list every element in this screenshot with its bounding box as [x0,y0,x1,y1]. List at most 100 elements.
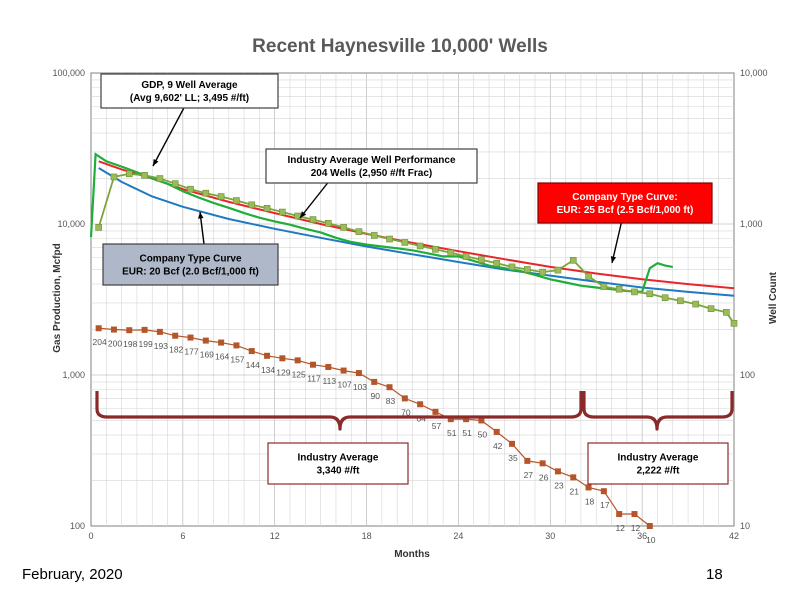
gdp-point [95,224,102,231]
bracket-industry-2222 [582,391,734,431]
well-count-point [539,460,546,467]
well-count-point [248,348,255,355]
well-count-point [631,511,638,518]
industry-average-3340-label-line2: 3,340 #/ft [317,466,360,477]
company-type-curve-20-label: Company Type Curve EUR: 20 Bcf (2.0 Bcf/1… [102,243,279,286]
x-tick-label: 30 [545,531,555,541]
x-tick-label: 0 [88,531,93,541]
gdp-point [524,266,531,273]
gdp-point [355,228,363,235]
gdp-label-box-line1: GDP, 9 Well Average [141,80,238,91]
well-count-label: 204 [93,337,107,347]
gdp-point [248,201,256,209]
well-count-point [141,326,148,333]
gdp-point [141,172,148,179]
industry-average-2222-label-line2: 2,222 #/ft [637,466,680,477]
gdp-point [309,216,317,223]
gdp-arrow-head [153,159,159,166]
gdp-point [600,283,608,290]
well-count-point [554,468,561,475]
industry-average-2222-label: Industry Average 2,222 #/ft [587,442,729,485]
industry-average-3340-label-line1: Industry Average [298,453,379,464]
gdp-point [202,189,210,197]
industry-average-3340-label: Industry Average 3,340 #/ft [267,442,409,485]
well-count-label: 113 [323,376,337,386]
well-count-label: 164 [215,352,229,362]
gdp-point [615,285,623,293]
gdp-point [554,266,562,274]
well-count-point [279,355,286,362]
company-type-curve-20-label-line2: EUR: 20 Bcf (2.0 Bcf/1,000 ft) [122,267,259,278]
well-count-point [401,395,408,402]
well-count-label: 125 [292,369,306,379]
x-tick-label: 12 [270,531,280,541]
y-axis-left-label: Gas Production, Mcfpd [52,243,63,352]
well-count-label: 17 [600,500,610,510]
series-lines [89,152,738,529]
gdp-point [340,224,347,231]
company-type-curve-20-label-frame [102,243,279,286]
well-count-label: 21 [570,486,580,496]
well-count-label: 200 [108,339,122,349]
well-count-point [386,384,393,391]
gdp-point [478,256,485,264]
well-count-point [325,363,332,370]
x-tick-label: 24 [453,531,463,541]
well-count-point [309,361,316,368]
gdp-point [569,256,577,264]
well-count-point [417,401,424,408]
well-count-point [478,417,485,424]
well-count-label: 23 [554,480,564,490]
well-count-point [218,339,225,346]
gdp-arrow [152,103,187,167]
bracket-industry-3340 [95,391,583,431]
well-count-label: 51 [447,428,457,438]
well-count-point [156,328,163,335]
well-count-point [187,334,194,341]
gdp-point [730,319,738,327]
well-count-label: 107 [338,380,352,390]
y-right-tick-label: 100 [740,370,755,380]
x-tick-label: 42 [729,531,739,541]
gdp-point [707,305,715,312]
company-type-curve-25-label-frame [537,182,713,224]
well-count-label: 83 [386,396,396,406]
well-count-label: 193 [154,341,168,351]
gdp-point [677,297,684,305]
well-count-label: 10 [646,535,656,545]
x-axis-label: Months [394,549,430,560]
well-count-label: 169 [200,350,214,360]
gdp-point [723,309,730,316]
well-count-point [294,357,301,364]
industry-arrow-head [300,211,307,218]
company-type-curve-20-label-line1: Company Type Curve [139,254,241,265]
well-count-point [432,408,439,415]
y-axis-right-label: Well Count [768,271,779,324]
industry-average-3340-label-frame [267,442,409,485]
well-count-label: 144 [246,360,260,370]
company-type-curve-20-line [98,167,735,297]
gdp-point [462,253,470,260]
x-tick-label: 18 [362,531,372,541]
company-type-curve-25-label-line2: EUR: 25 Bcf (2.5 Bcf/1,000 ft) [557,205,694,216]
well-count-point [570,474,577,481]
gdp-point [294,212,301,220]
well-count-point [447,416,454,423]
well-count-point [463,416,470,423]
well-count-point [95,325,102,332]
well-count-label: 182 [169,345,183,355]
well-count-point [233,342,240,349]
gdp-point [386,235,393,243]
well-count-label: 35 [508,453,518,463]
axes: 0 6 12 18 24 30 36 42 100 1,000 10,000 100,000 10 100… [52,68,767,541]
industry-label-box-line1: Industry Average Well Performance [287,155,455,166]
well-count-point [126,327,133,334]
y-left-tick-label: 1,000 [62,370,85,380]
well-count-point [493,428,500,435]
gdp-label-box-frame [100,73,279,109]
gdp-point [401,239,409,246]
industry-average-2222-label-line1: Industry Average [618,453,699,464]
gdp-point [263,205,271,212]
well-count-label: 177 [184,347,198,357]
gdp-point [217,193,225,200]
